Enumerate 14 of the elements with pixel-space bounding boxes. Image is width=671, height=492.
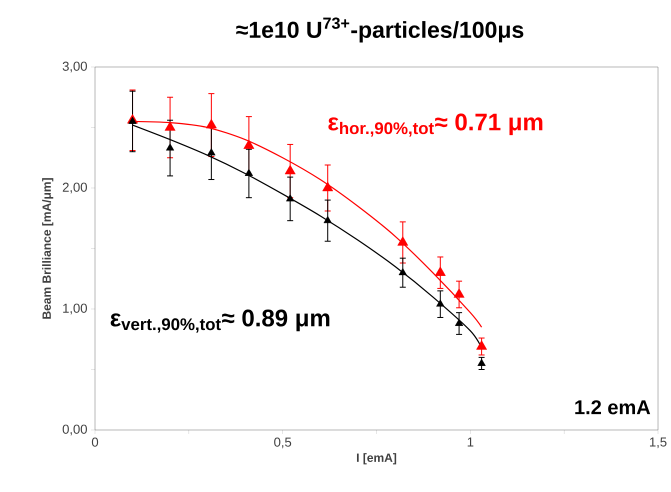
y-tick-label: 2,00 xyxy=(62,182,87,194)
x-tick-label: 1 xyxy=(468,438,474,446)
x-tick-label: 0 xyxy=(92,438,98,447)
y-tick-label: 3,00 xyxy=(62,62,87,72)
annotation: $\text{ε}_{\text{hor.,90\%,tot}}\text{≈ 0.71 μm}$ xyxy=(328,114,542,137)
y-tick-label: 1,00 xyxy=(63,304,87,314)
annotation: $\text{ε}_{\text{vert.,90\%,tot}}\text{≈ 0.89 μm}$ xyxy=(110,310,330,333)
x-tick-label: 1,5 xyxy=(650,438,666,448)
annotation: 1.2 emA xyxy=(575,400,650,414)
y-tick-label: 0,00 xyxy=(62,424,87,436)
x-axis-title: I [emA] xyxy=(356,453,396,464)
chart-title: ≈1e10 U$^{73+}$-particles/100μs xyxy=(236,17,524,43)
y-axis-title: Beam Brilliance [mA/μm] xyxy=(42,178,54,319)
x-tick-label: 0,5 xyxy=(274,438,292,448)
